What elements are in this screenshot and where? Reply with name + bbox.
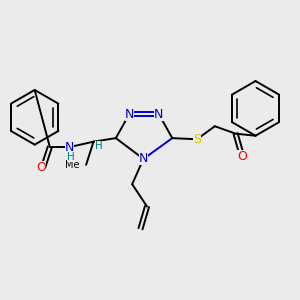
Text: Me: Me [65, 160, 80, 170]
Text: N: N [65, 140, 74, 154]
Text: N: N [124, 108, 134, 121]
Text: N: N [154, 108, 164, 121]
Text: H: H [95, 141, 103, 151]
Text: H: H [68, 152, 75, 161]
Text: S: S [193, 133, 201, 146]
Text: O: O [37, 161, 46, 174]
Text: O: O [237, 150, 247, 163]
Text: N: N [139, 152, 148, 165]
